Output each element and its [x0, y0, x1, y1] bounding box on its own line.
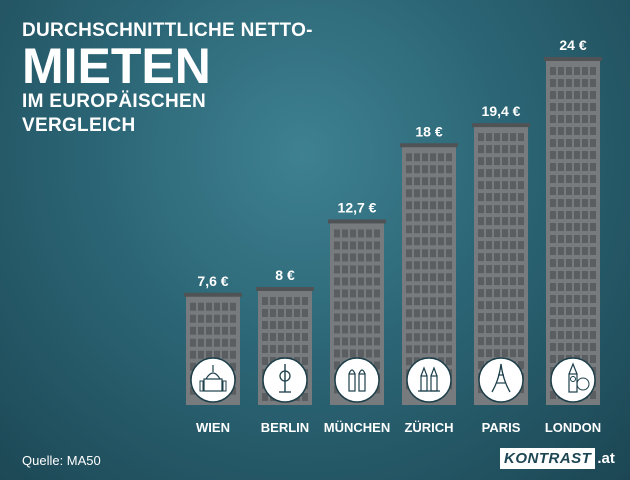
- title-line-1: DURCHSCHNITTLICHE NETTO-: [22, 20, 313, 41]
- city-bar-group: 19,4 € PARIS: [472, 103, 530, 435]
- city-bar-group: 24 € LONDON: [544, 37, 602, 435]
- building-windows: [550, 67, 596, 399]
- brand-tld: .at: [597, 449, 615, 467]
- category-label: PARIS: [482, 420, 521, 435]
- category-label: ZÜRICH: [404, 420, 453, 435]
- value-label: 19,4 €: [482, 103, 521, 119]
- category-label: LONDON: [545, 420, 601, 435]
- berlin-tv-tower-icon: [262, 357, 308, 403]
- bar-roof: [328, 219, 386, 224]
- bar-roof: [472, 123, 530, 128]
- city-bar-group: 8 € BERLIN: [256, 267, 314, 435]
- london-big-ben-icon: [550, 357, 596, 403]
- value-label: 18 €: [415, 123, 442, 139]
- value-label: 12,7 €: [338, 199, 377, 215]
- bar-roof: [544, 57, 602, 61]
- bar: [546, 60, 600, 405]
- city-bar-group: 18 € ZÜRICH: [400, 123, 458, 435]
- bar-roof: [184, 292, 242, 297]
- brand-name: KONTRAST: [500, 447, 596, 469]
- zuerich-grossmuenster-icon: [406, 357, 452, 403]
- source-note: Quelle: MA50: [22, 453, 101, 468]
- bar-roof: [256, 287, 314, 291]
- brand-logo: KONTRAST .at: [500, 447, 615, 469]
- title-line-3: IM EUROPÄISCHEN: [22, 91, 206, 112]
- city-bar-group: 12,7 € MÜNCHEN: [324, 199, 390, 435]
- value-label: 24 €: [559, 37, 586, 53]
- value-label: 8 €: [275, 267, 295, 283]
- city-bar-group: 7,6 € WIEN: [184, 273, 242, 435]
- building-windows: [478, 133, 524, 394]
- title-line-2: MIETEN: [22, 38, 211, 94]
- title-block: DURCHSCHNITTLICHE NETTO- MIETEN IM EUROP…: [22, 20, 313, 138]
- bar-roof: [400, 143, 458, 148]
- category-label: BERLIN: [261, 420, 309, 435]
- muenchen-frauenkirche-icon: [334, 357, 380, 403]
- wien-landmark-icon: [190, 357, 236, 403]
- category-label: MÜNCHEN: [324, 420, 390, 435]
- paris-eiffel-tower-icon: [478, 357, 524, 403]
- category-label: WIEN: [196, 420, 230, 435]
- value-label: 7,6 €: [197, 273, 228, 289]
- title-line-4: VERGLEICH: [22, 115, 136, 136]
